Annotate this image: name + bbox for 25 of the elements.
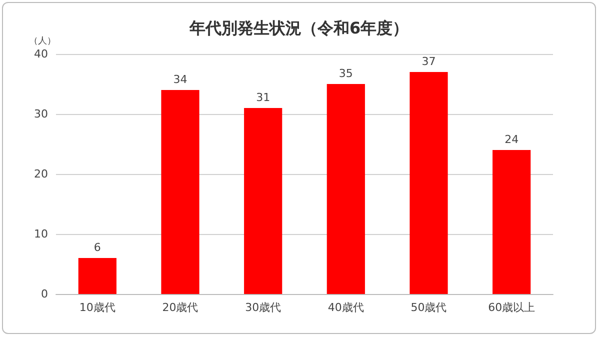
x-tick-label: 50歳代: [410, 301, 447, 314]
bar: [78, 258, 116, 294]
y-tick-label: 30: [34, 108, 48, 120]
y-tick-label: 20: [34, 168, 48, 180]
chart-title: 年代別発生状況（令和6年度）: [188, 18, 409, 38]
bar: [161, 90, 200, 294]
x-tick-label: 60歳以上: [488, 301, 536, 314]
x-tick-label: 20歳代: [162, 301, 198, 314]
y-tick-label: 10: [34, 228, 48, 240]
bar: [244, 108, 282, 294]
bar: [492, 150, 531, 294]
x-tick-label: 40歳代: [328, 301, 364, 314]
bar: [410, 72, 448, 294]
data-label: 35: [338, 67, 353, 80]
data-label: 24: [504, 133, 519, 146]
y-tick-label: 0: [41, 288, 48, 300]
data-label: 31: [256, 91, 270, 104]
data-label: 34: [173, 73, 188, 86]
y-axis-title: （人）: [29, 36, 56, 46]
y-tick-label: 40: [34, 48, 48, 60]
bar: [326, 84, 365, 294]
x-tick-label: 30歳代: [245, 301, 282, 314]
data-label: 37: [422, 55, 436, 68]
data-label: 6: [94, 241, 101, 254]
x-tick-label: 10歳代: [79, 301, 116, 314]
